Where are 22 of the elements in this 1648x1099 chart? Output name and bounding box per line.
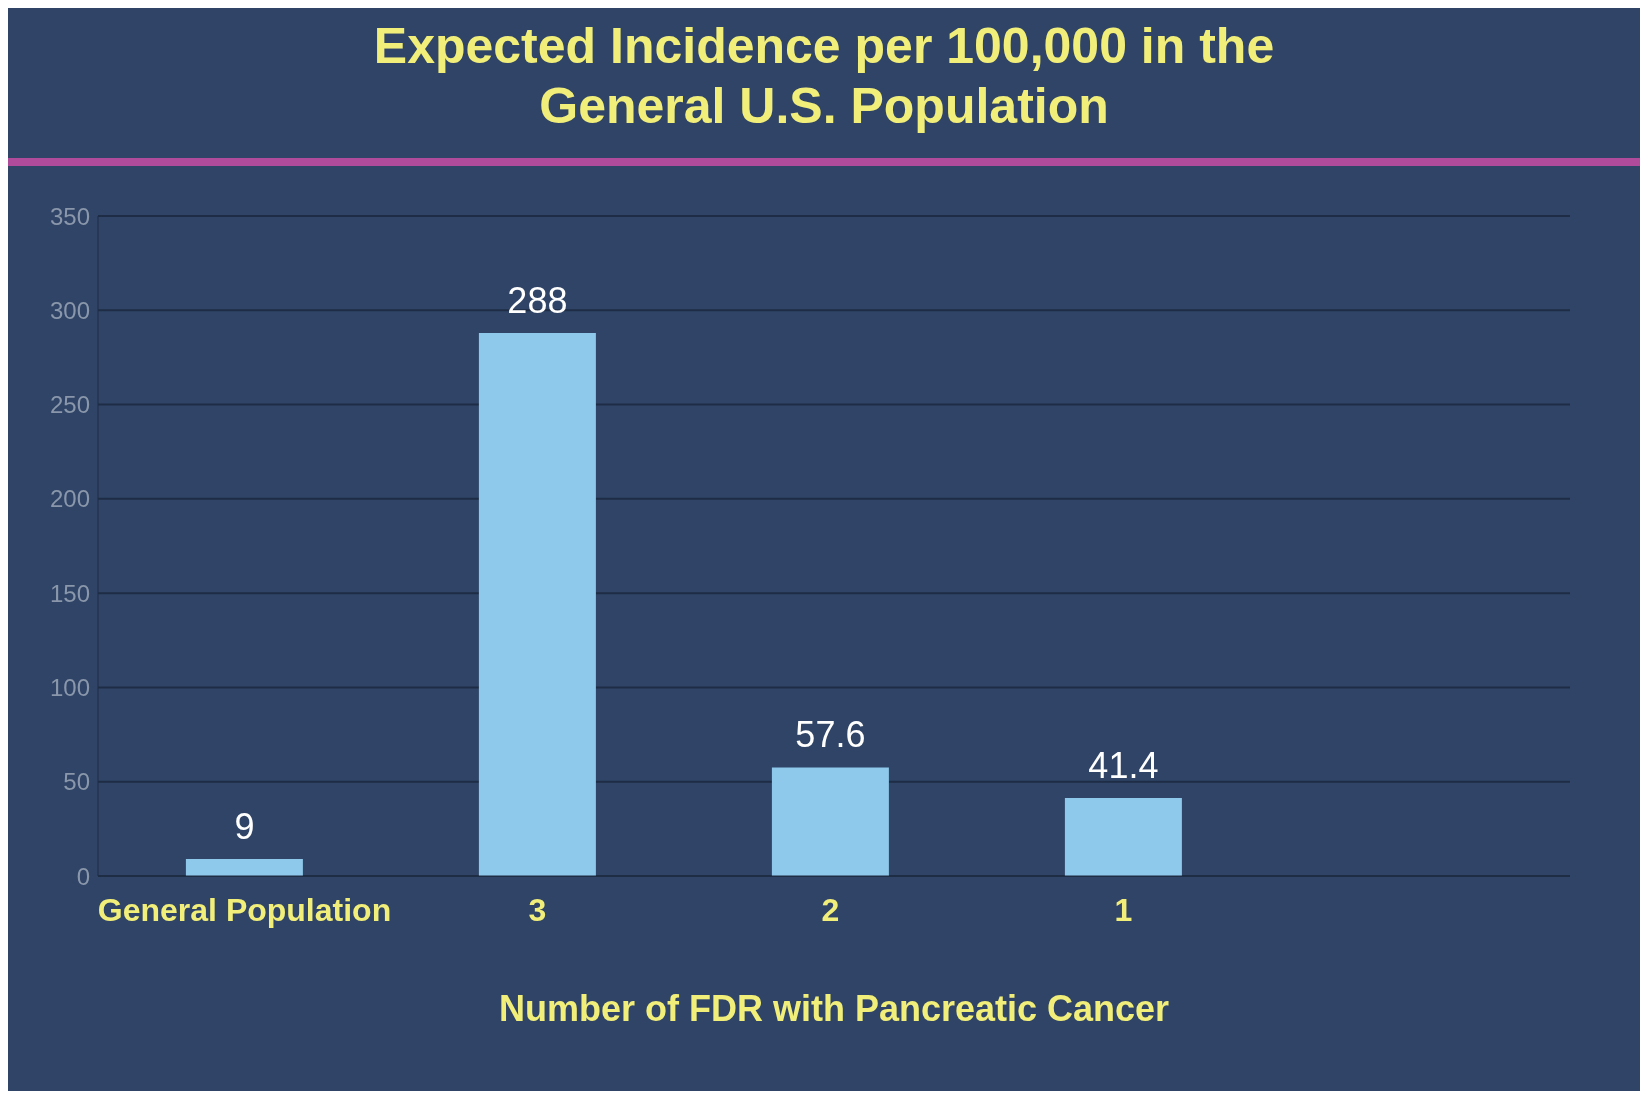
x-axis-title: Number of FDR with Pancreatic Cancer (498, 988, 1170, 1029)
bar (771, 767, 889, 876)
y-tick-label: 150 (49, 579, 90, 607)
y-tick-label: 0 (76, 862, 90, 890)
y-tick-label: 350 (49, 202, 90, 230)
y-tick-label: 50 (63, 768, 90, 796)
data-label: 9 (234, 806, 255, 848)
x-tick-label: 3 (528, 891, 547, 928)
data-label: 57.6 (795, 714, 866, 756)
y-tick-label: 300 (49, 296, 90, 324)
y-tick-label: 250 (49, 391, 90, 419)
bar (478, 332, 596, 876)
y-tick-label: 100 (49, 673, 90, 701)
x-tick-label: 2 (821, 891, 840, 928)
x-tick-label: General Population (97, 891, 392, 928)
y-tick-label: 200 (49, 485, 90, 513)
data-label: 288 (507, 279, 568, 321)
x-tick-label: 1 (1114, 891, 1133, 928)
bar (185, 859, 303, 876)
chart-title: Expected Incidence per 100,000 in the General U.S. Population (372, 17, 1276, 136)
data-label: 41.4 (1088, 744, 1159, 786)
bar (1064, 797, 1182, 876)
